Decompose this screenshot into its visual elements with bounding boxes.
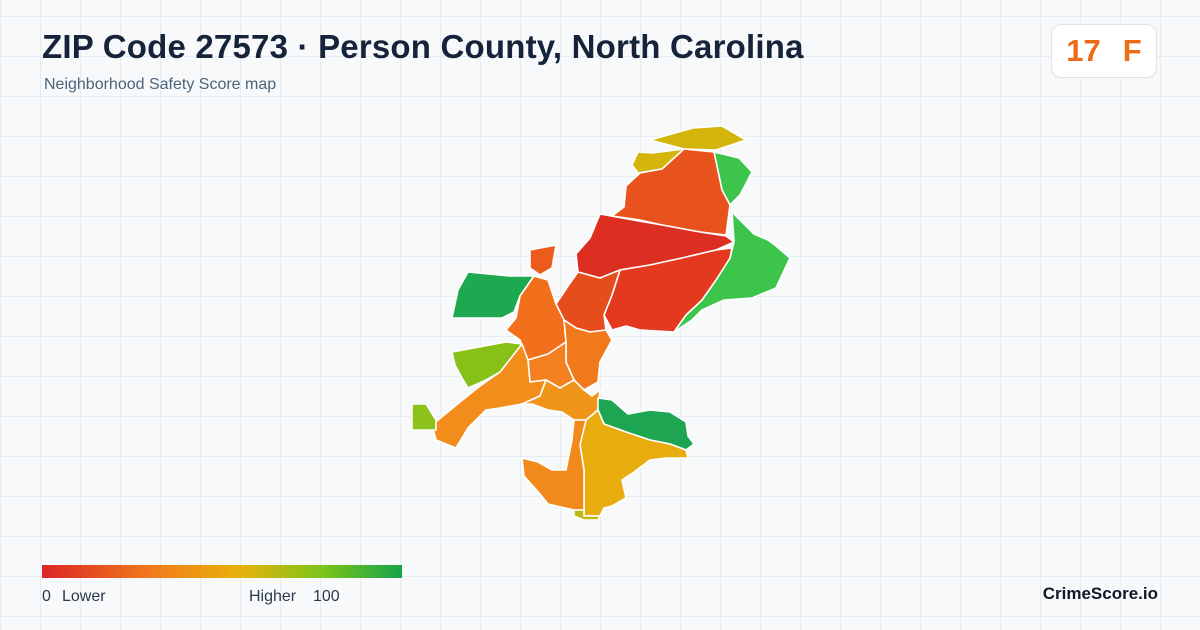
legend-low-label: Lower <box>62 588 106 605</box>
legend-low-value: 0 <box>42 588 51 605</box>
map-region-southwest-tip[interactable] <box>411 403 437 431</box>
legend-gradient-bar <box>42 565 402 578</box>
legend-high-value: 100 <box>313 588 340 605</box>
map-region-southwest-arm[interactable] <box>431 343 547 449</box>
page-title: ZIP Code 27573 · Person County, North Ca… <box>42 28 804 65</box>
legend-high-label: Higher <box>249 588 297 605</box>
score-value: 17 <box>1066 33 1101 68</box>
map-region-east-central[interactable] <box>603 247 733 333</box>
safety-score-badge: 17 F <box>1051 24 1157 78</box>
map-region-south-left[interactable] <box>521 419 587 511</box>
map-region-north-notch[interactable] <box>529 244 557 276</box>
score-grade: F <box>1122 33 1142 68</box>
brand-logo-text[interactable]: CrimeScore.io <box>1042 584 1158 603</box>
page-subtitle: Neighborhood Safety Score map <box>44 76 277 93</box>
map-region-south-bottom[interactable] <box>573 509 601 521</box>
